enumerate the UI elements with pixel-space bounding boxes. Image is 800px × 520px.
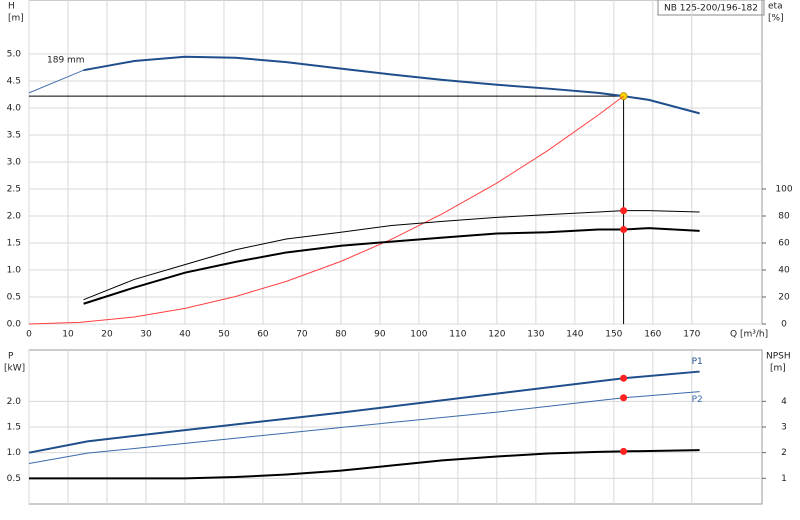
x-axis-label: Q [m³/h] [730, 330, 768, 340]
y2-tick-label: 40 [778, 266, 790, 276]
operating-point-marker [620, 207, 628, 215]
y-tick-label: 2.5 [7, 185, 21, 195]
y2-tick-label: 1 [781, 474, 787, 484]
y2-tick-label: 60 [778, 239, 790, 249]
y-tick-label: 1.0 [7, 448, 22, 458]
x-tick-label: 120 [488, 330, 505, 340]
y-axis-label: H [8, 2, 15, 12]
x-tick-label: 20 [101, 330, 113, 340]
y-tick-label: 1.5 [7, 239, 21, 249]
y2-tick-label: 80 [778, 212, 790, 222]
x-tick-label: 40 [179, 330, 191, 340]
y-tick-label: 3.0 [7, 158, 22, 168]
x-tick-label: 130 [527, 330, 544, 340]
chart-title: NB 125-200/196-182 [664, 4, 758, 14]
x-tick-label: 160 [644, 330, 661, 340]
title-box [657, 0, 765, 16]
x-tick-label: 110 [449, 330, 466, 340]
y2-tick-label: 3 [781, 423, 787, 433]
y2-tick-label: 4 [781, 397, 787, 407]
y-tick-label: 0.0 [7, 320, 22, 330]
x-tick-label: 70 [296, 330, 308, 340]
series-line [28, 69, 84, 94]
operating-point-marker [620, 374, 628, 382]
y-tick-label: 0.5 [7, 474, 21, 484]
x-tick-label: 170 [683, 330, 700, 340]
x-tick-label: 100 [410, 330, 427, 340]
operating-point-marker [620, 226, 628, 233]
x-tick-label: 0 [26, 330, 32, 340]
y-tick-label: 0.5 [7, 293, 21, 303]
series-line [83, 55, 700, 115]
y2-tick-label: 2 [781, 448, 787, 458]
operating-point-marker [620, 447, 628, 455]
x-tick-label: 10 [62, 330, 74, 340]
series-label: P2 [692, 395, 703, 405]
y2-tick-label: 100 [775, 185, 792, 195]
annotation: 189 mm [47, 56, 85, 66]
y2-tick-label: 20 [778, 293, 790, 303]
x-tick-label: 140 [566, 330, 583, 340]
y-tick-label: 3.5 [7, 131, 21, 141]
series-line [83, 227, 700, 305]
series-label: P1 [692, 357, 703, 367]
series-line [28, 95, 624, 325]
y-axis-unit: [m] [8, 14, 24, 24]
y-tick-label: 4.0 [7, 104, 22, 114]
y2-axis-label: NPSH [766, 352, 791, 362]
series-line [29, 449, 700, 480]
x-tick-label: 60 [257, 330, 269, 340]
x-tick-label: 150 [605, 330, 622, 340]
y2-axis-unit: [m] [770, 364, 786, 374]
x-tick-label: 80 [335, 330, 347, 340]
y-tick-label: 2.0 [7, 212, 22, 222]
x-tick-label: 30 [140, 330, 152, 340]
y-tick-label: 2.0 [7, 397, 22, 407]
operating-point-marker [620, 394, 628, 402]
y2-tick-label: 0 [781, 320, 787, 330]
x-tick-label: 50 [218, 330, 230, 340]
y-tick-label: 5.0 [7, 50, 22, 60]
y-tick-label: 4.5 [7, 77, 21, 87]
y2-axis-unit: [%] [768, 14, 784, 24]
x-tick-label: 90 [374, 330, 386, 340]
y-axis-unit: [kW] [4, 364, 25, 374]
y-axis-label: P [8, 352, 14, 362]
y-tick-label: 1.5 [7, 423, 21, 433]
series-line [83, 210, 700, 301]
y-tick-label: 1.0 [7, 266, 22, 276]
y2-axis-label: eta [768, 2, 783, 12]
